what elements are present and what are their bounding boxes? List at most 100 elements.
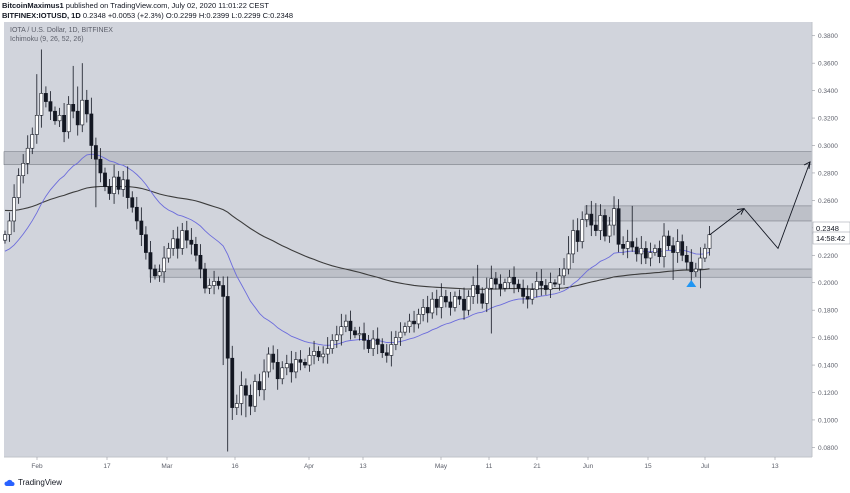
candle (339, 313, 344, 346)
candle-body (62, 115, 66, 133)
candle-body (30, 134, 35, 149)
candle-body (7, 220, 12, 235)
candle (375, 327, 380, 355)
candle-body (548, 282, 553, 290)
candle-body (580, 219, 585, 242)
candle-body (298, 359, 303, 363)
candle (380, 338, 385, 358)
candle-body (621, 244, 626, 249)
candle (503, 278, 507, 292)
y-tick-label: 0.1800 (818, 308, 838, 315)
candle (271, 345, 276, 370)
candle-body (539, 281, 544, 286)
projection-arrowhead (803, 161, 811, 170)
candle-body (284, 363, 289, 369)
candle (16, 168, 21, 204)
candle (443, 289, 448, 308)
candle-body (175, 238, 180, 249)
candle (116, 171, 121, 195)
candle (543, 279, 548, 295)
candle-body (625, 241, 630, 249)
candle (348, 310, 353, 340)
candle-body (221, 285, 226, 297)
candle-body (57, 115, 62, 122)
candle-body (466, 296, 471, 311)
tradingview-logo[interactable]: TradingView (4, 478, 62, 487)
candle-body (53, 110, 57, 122)
candle-body (448, 301, 453, 308)
candle (548, 272, 553, 298)
candle-body (189, 239, 194, 245)
candle-body (275, 362, 280, 380)
x-tick-label: 13 (771, 463, 779, 470)
author-name[interactable]: BitcoinMaximus1 (2, 1, 64, 10)
candle (243, 378, 248, 418)
candle (703, 243, 707, 262)
candle (530, 283, 535, 305)
zone-resistance (3, 151, 813, 166)
candle-body (39, 93, 44, 116)
candle (571, 219, 576, 263)
chart-area[interactable]: IOTA / U.S. Dollar, 1D, BITFINEX Ichimok… (0, 22, 850, 474)
candle-body (98, 158, 103, 174)
candle-body (398, 331, 403, 338)
candle (121, 170, 126, 197)
candle (198, 244, 203, 279)
candle (448, 292, 453, 316)
y-tick-label: 0.3200 (818, 116, 838, 123)
y-tick-label: 0.2200 (818, 253, 838, 260)
y-tick-label: 0.3000 (818, 143, 838, 150)
candle-body (153, 268, 157, 277)
countdown-tag: 14:58:42 (812, 231, 850, 245)
candle (34, 74, 39, 144)
candle-body (203, 268, 207, 289)
candle (434, 289, 439, 316)
candle (293, 351, 298, 379)
candle-body (530, 289, 535, 300)
candle (466, 290, 471, 316)
candle-body (266, 353, 271, 373)
candle (403, 322, 407, 336)
candle (189, 228, 194, 255)
candle (112, 164, 116, 204)
candle-body (198, 254, 203, 270)
candle-body (516, 283, 521, 289)
candle (616, 199, 621, 253)
price-chart[interactable]: IOTA / U.S. Dollar, 1D, BITFINEX Ichimok… (0, 22, 850, 474)
candle (539, 269, 544, 296)
candle-body (225, 296, 230, 359)
candle (94, 137, 98, 208)
candle-body (48, 101, 53, 112)
candle-body (71, 104, 76, 112)
x-axis[interactable]: Feb 17 Mar 16 Apr 13 May 11 21 Jun 15 Jul 13 (31, 457, 779, 470)
candle (166, 242, 171, 263)
candle-body (353, 330, 357, 336)
candle-body (239, 385, 244, 404)
candle-body (571, 230, 576, 255)
candle (139, 207, 144, 247)
candle (330, 334, 335, 354)
candle (693, 262, 698, 277)
y-tick-label: 0.1000 (818, 417, 838, 424)
last-price: 0.2348 (82, 11, 106, 20)
candle (648, 242, 653, 267)
symbol-line: BITFINEX:IOTUSD, 1D 0.2348 +0.0053 (+2.3… (2, 11, 293, 21)
legend-title: IOTA / U.S. Dollar, 1D, BITFINEX (10, 27, 113, 34)
candle-body (375, 338, 380, 345)
symbol-label: BITFINEX:IOTUSD, 1D (2, 11, 81, 20)
publish-line: BitcoinMaximus1 published on TradingView… (2, 1, 269, 11)
candle-body (94, 145, 98, 160)
candle (266, 347, 271, 378)
candle (75, 86, 80, 136)
candle (603, 209, 607, 242)
candle (48, 91, 53, 120)
candle (657, 240, 662, 264)
candle-body (707, 234, 712, 249)
candle (675, 229, 680, 263)
candle (343, 314, 348, 333)
candle-body (362, 333, 366, 341)
candle-body (557, 275, 562, 285)
candle-body (507, 276, 512, 284)
x-tick-label: Apr (304, 463, 315, 470)
candle (280, 361, 285, 385)
